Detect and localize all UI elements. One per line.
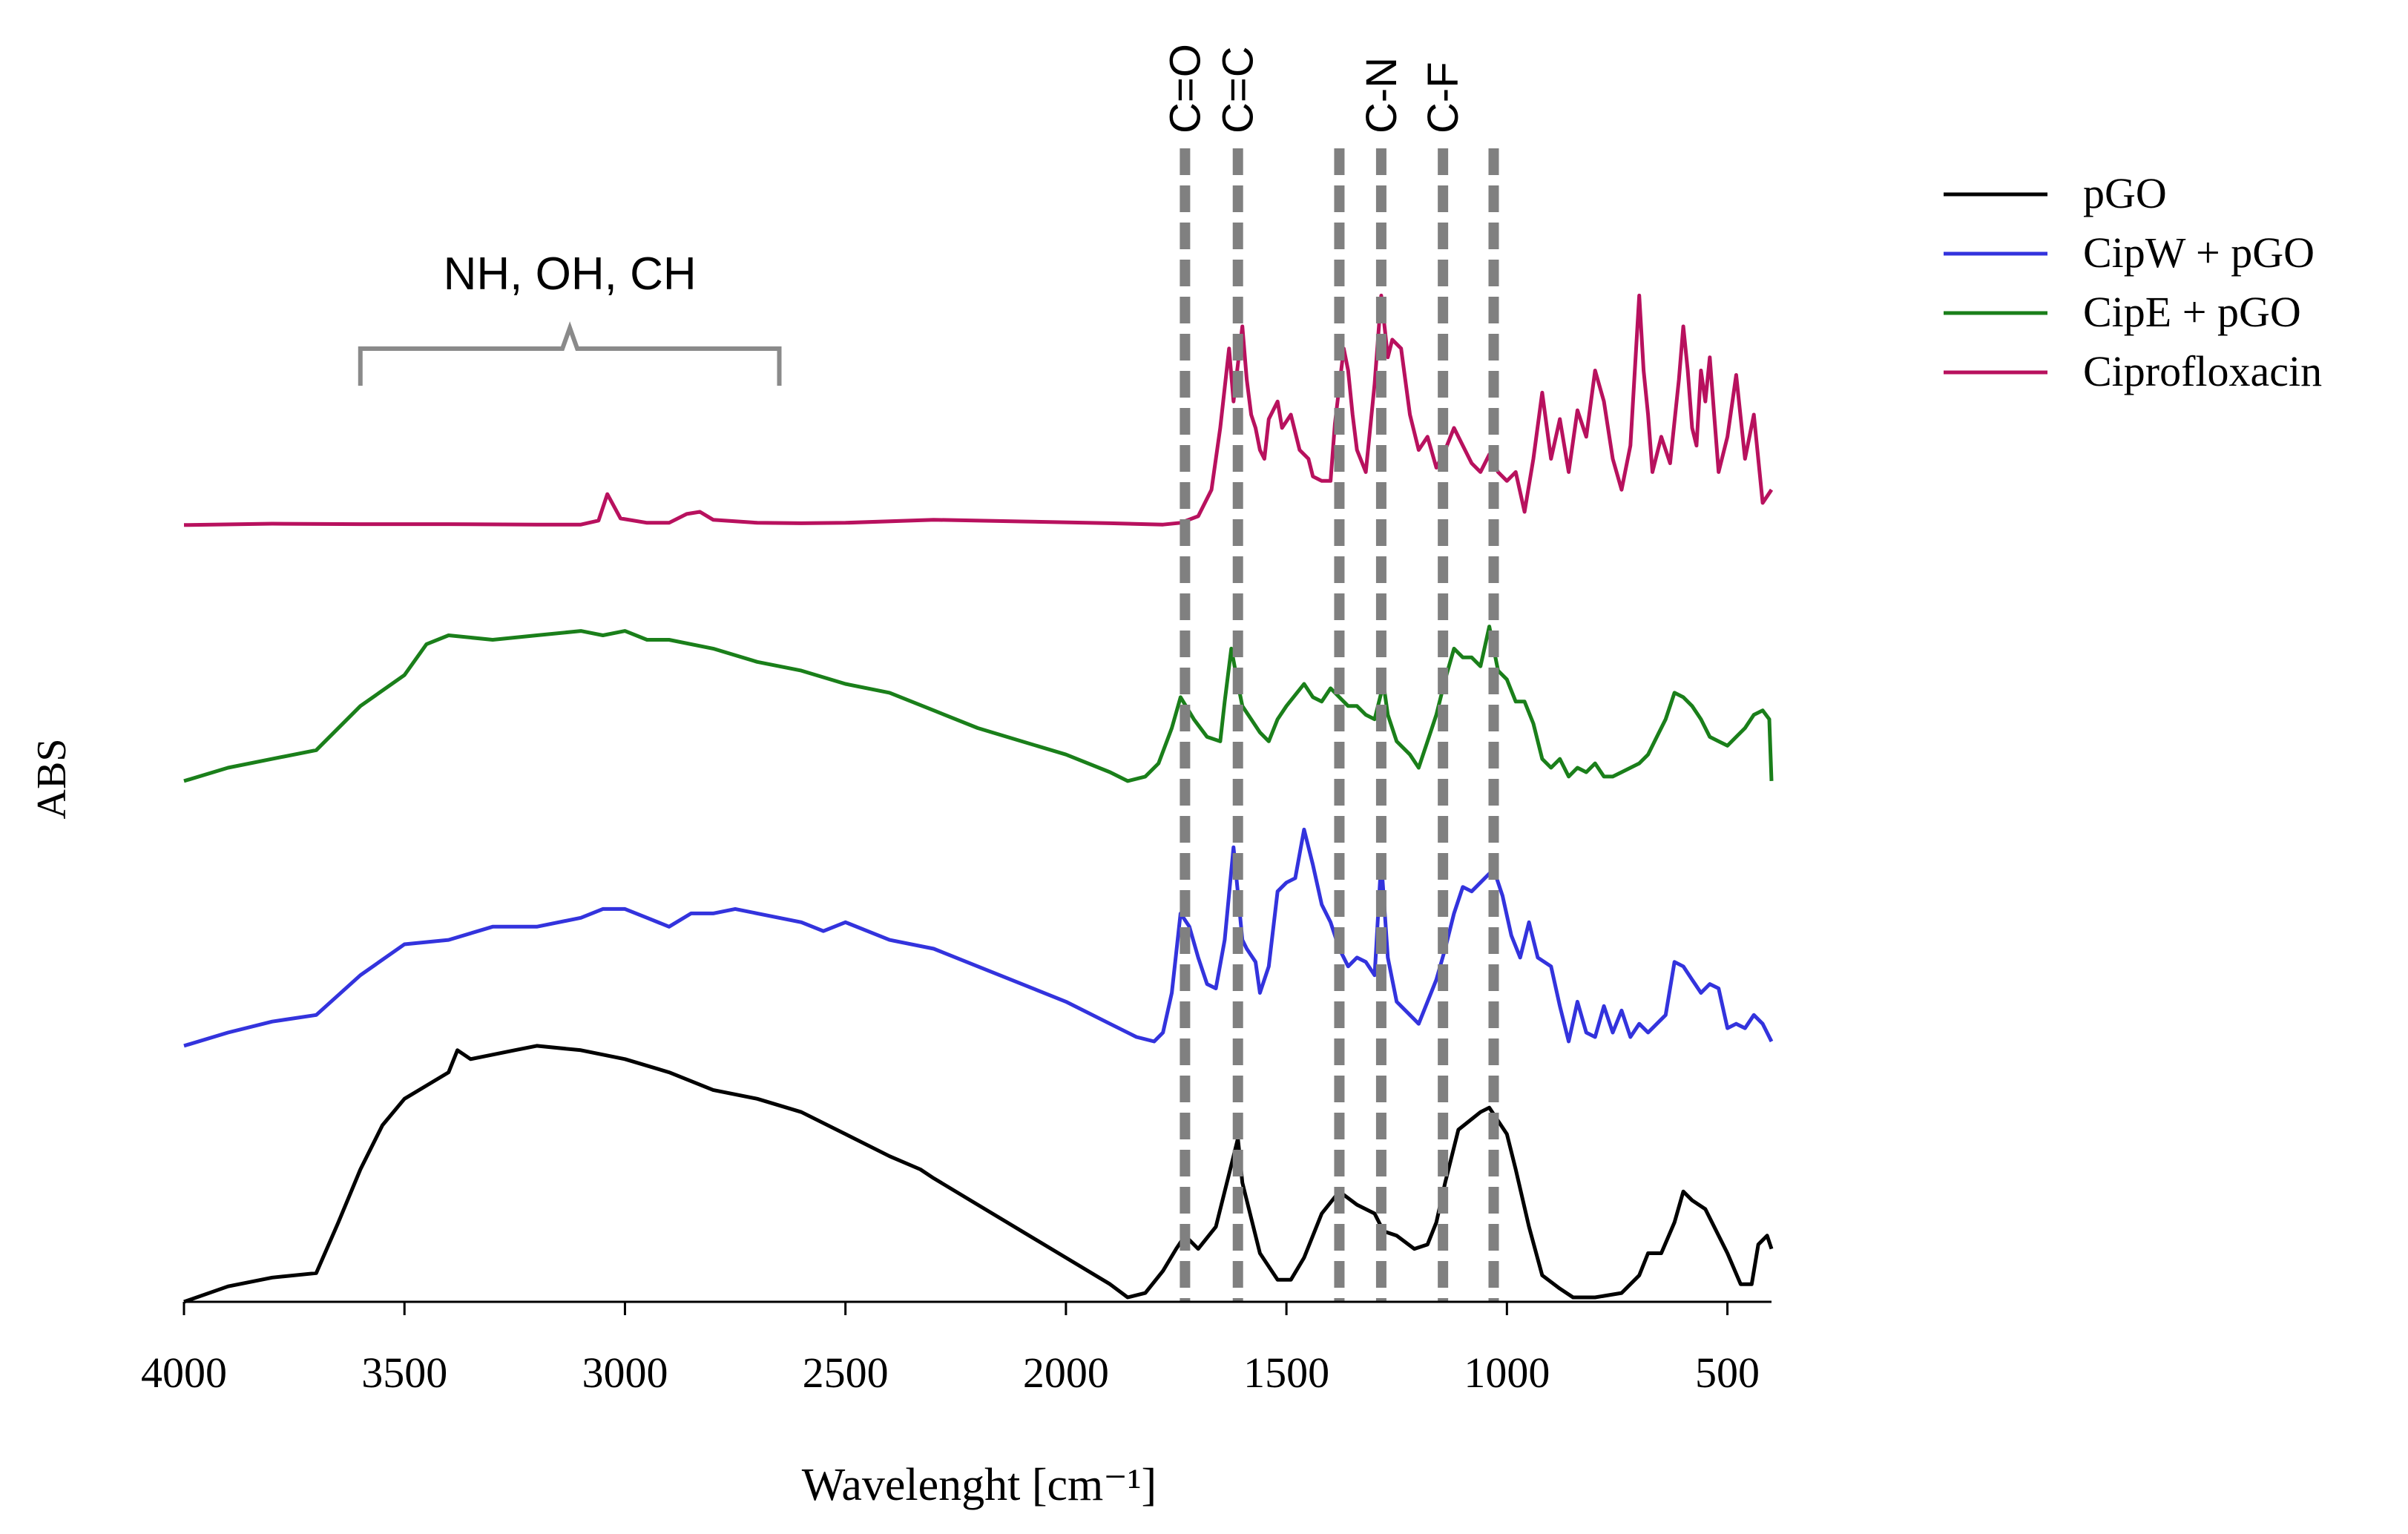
series-line-ciprofloxacin [183,293,1774,527]
band-label-layer: C=O C=C C-N C-F [1161,44,1467,134]
x-tick-label: 2500 [803,1349,889,1397]
x-axis: 4000 3500 3000 2500 2000 1500 1000 500 [141,1300,1772,1397]
x-tick-label: 1000 [1464,1349,1550,1397]
x-tick-label: 3500 [361,1349,447,1397]
series-line-cipe-pgo [183,625,1774,783]
band-marker-label: C=O [1161,44,1209,134]
legend-label: pGO [2083,169,2167,217]
series-line-cipw-pgo [183,827,1774,1048]
x-tick-label: 1500 [1243,1349,1329,1397]
series-layer [183,293,1774,1304]
series-line-pgo [183,1044,1774,1304]
x-tick-label: 3000 [582,1349,668,1397]
band-marker-layer [1180,148,1499,1302]
x-tick-label: 500 [1695,1349,1760,1397]
legend-label: CipE + pGO [2083,288,2301,336]
legend-label: Ciprofloxacin [2083,347,2322,395]
bracket [358,321,782,386]
x-axis-label: Wavelenght [cm⁻¹] [802,1460,1157,1510]
legend-label: CipW + pGO [2083,228,2315,277]
x-ticks: 4000 3500 3000 2500 2000 1500 1000 500 [141,1302,1760,1397]
bracket-annotation: NH, OH, CH [358,248,782,386]
x-tick-label: 2000 [1023,1349,1109,1397]
bracket-label: NH, OH, CH [444,248,697,300]
legend: pGO CipW + pGO CipE + pGO Ciprofloxacin [1944,169,2322,395]
band-marker-label: C=C [1214,46,1263,134]
x-tick-label: 4000 [141,1349,227,1397]
band-marker-label: C-F [1419,62,1467,134]
y-axis-label: ABS [29,739,75,820]
band-marker-label: C-N [1358,57,1406,134]
